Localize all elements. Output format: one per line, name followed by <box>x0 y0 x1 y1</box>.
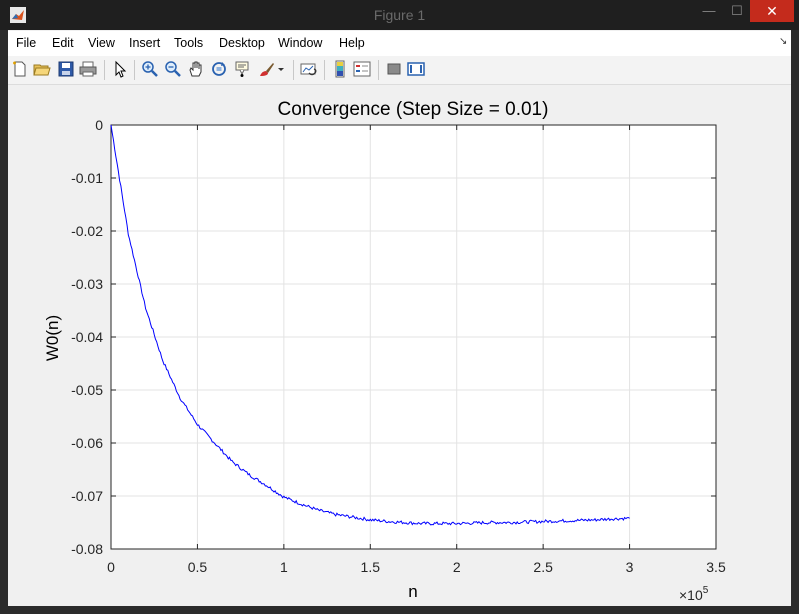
x-exponent-base: ×10 <box>679 587 703 603</box>
minimize-button[interactable]: — <box>702 3 716 18</box>
maximize-button[interactable]: ☐ <box>731 3 743 18</box>
series-line <box>110 124 630 526</box>
menu-edit[interactable]: Edit <box>52 36 74 50</box>
y-tick-label: -0.04 <box>71 329 103 345</box>
menu-insert[interactable]: Insert <box>129 36 161 50</box>
menu-tools[interactable]: Tools <box>174 36 204 50</box>
y-tick-label: -0.01 <box>71 170 103 186</box>
menu-view[interactable]: View <box>88 36 115 50</box>
y-tick-labels: 0 -0.01 -0.02 -0.03 -0.04 -0.05 -0.06 -0.07 -0.0… <box>71 117 103 557</box>
pan-hand-icon[interactable] <box>187 60 205 78</box>
y-tick-label: -0.05 <box>71 382 103 398</box>
chart-title: Convergence (Step Size = 0.01) <box>278 99 549 120</box>
axis-ticks <box>110 124 717 550</box>
brush-icon[interactable] <box>257 60 275 78</box>
figure-toolbar <box>8 56 791 85</box>
open-file-icon[interactable] <box>33 60 51 78</box>
hide-plot-tools-icon[interactable] <box>385 60 403 78</box>
insert-legend-icon[interactable] <box>353 60 371 78</box>
y-tick-label: -0.03 <box>71 276 103 292</box>
x-exponent-label: ×105 <box>679 585 709 603</box>
x-tick-label: 3.5 <box>706 559 726 575</box>
rotate-3d-icon[interactable] <box>210 60 228 78</box>
window-frame-bottom <box>0 606 799 614</box>
zoom-in-icon[interactable] <box>141 60 159 78</box>
new-figure-icon[interactable] <box>11 60 29 78</box>
x-tick-label: 3 <box>626 559 634 575</box>
x-tick-labels: 0 0.5 1 1.5 2 2.5 3 3.5 <box>107 559 726 575</box>
toolbar-separator <box>324 60 325 80</box>
brush-dropdown-chevron-down-icon[interactable] <box>276 60 286 78</box>
zoom-out-icon[interactable] <box>164 60 182 78</box>
x-tick-label: 1 <box>280 559 288 575</box>
window-title: Figure 1 <box>373 7 426 23</box>
menu-file[interactable]: File <box>16 36 37 50</box>
x-tick-label: 1.5 <box>361 559 381 575</box>
toolbar-separator <box>293 60 294 80</box>
insert-colorbar-icon[interactable] <box>331 60 349 78</box>
x-exponent-power: 5 <box>703 585 709 596</box>
title-bar[interactable]: Figure 1 — ☐ ✕ <box>0 0 799 30</box>
select-arrow-icon[interactable] <box>111 60 129 78</box>
toolbar-separator <box>378 60 379 80</box>
menu-help[interactable]: Help <box>339 36 365 50</box>
y-tick-label: -0.07 <box>71 488 103 504</box>
x-tick-label: 2.5 <box>533 559 553 575</box>
menu-desktop[interactable]: Desktop <box>219 36 265 50</box>
y-tick-label: -0.06 <box>71 435 103 451</box>
y-axis-label: W0(n) <box>43 315 62 361</box>
menu-bar: File Edit View Insert Tools Desktop Wind… <box>8 31 791 56</box>
window-frame-right <box>791 30 799 614</box>
link-plot-icon[interactable] <box>300 60 318 78</box>
toolbar-separator <box>104 60 105 80</box>
y-tick-label: 0 <box>95 117 103 133</box>
x-tick-label: 0.5 <box>188 559 208 575</box>
x-axis-label: n <box>408 582 417 601</box>
window-frame-left <box>0 30 8 614</box>
y-tick-label: -0.08 <box>71 541 103 557</box>
dock-icon[interactable]: ↘ <box>779 36 788 47</box>
y-tick-label: -0.02 <box>71 223 103 239</box>
toolbar-separator <box>134 60 135 80</box>
close-button[interactable]: ✕ <box>750 0 794 22</box>
data-cursor-icon[interactable] <box>233 60 251 78</box>
show-plot-tools-icon[interactable] <box>407 60 425 78</box>
matlab-icon <box>10 7 26 23</box>
x-tick-label: 2 <box>453 559 461 575</box>
print-icon[interactable] <box>79 60 97 78</box>
x-tick-label: 0 <box>107 559 115 575</box>
menu-window[interactable]: Window <box>278 36 323 50</box>
save-icon[interactable] <box>57 60 75 78</box>
